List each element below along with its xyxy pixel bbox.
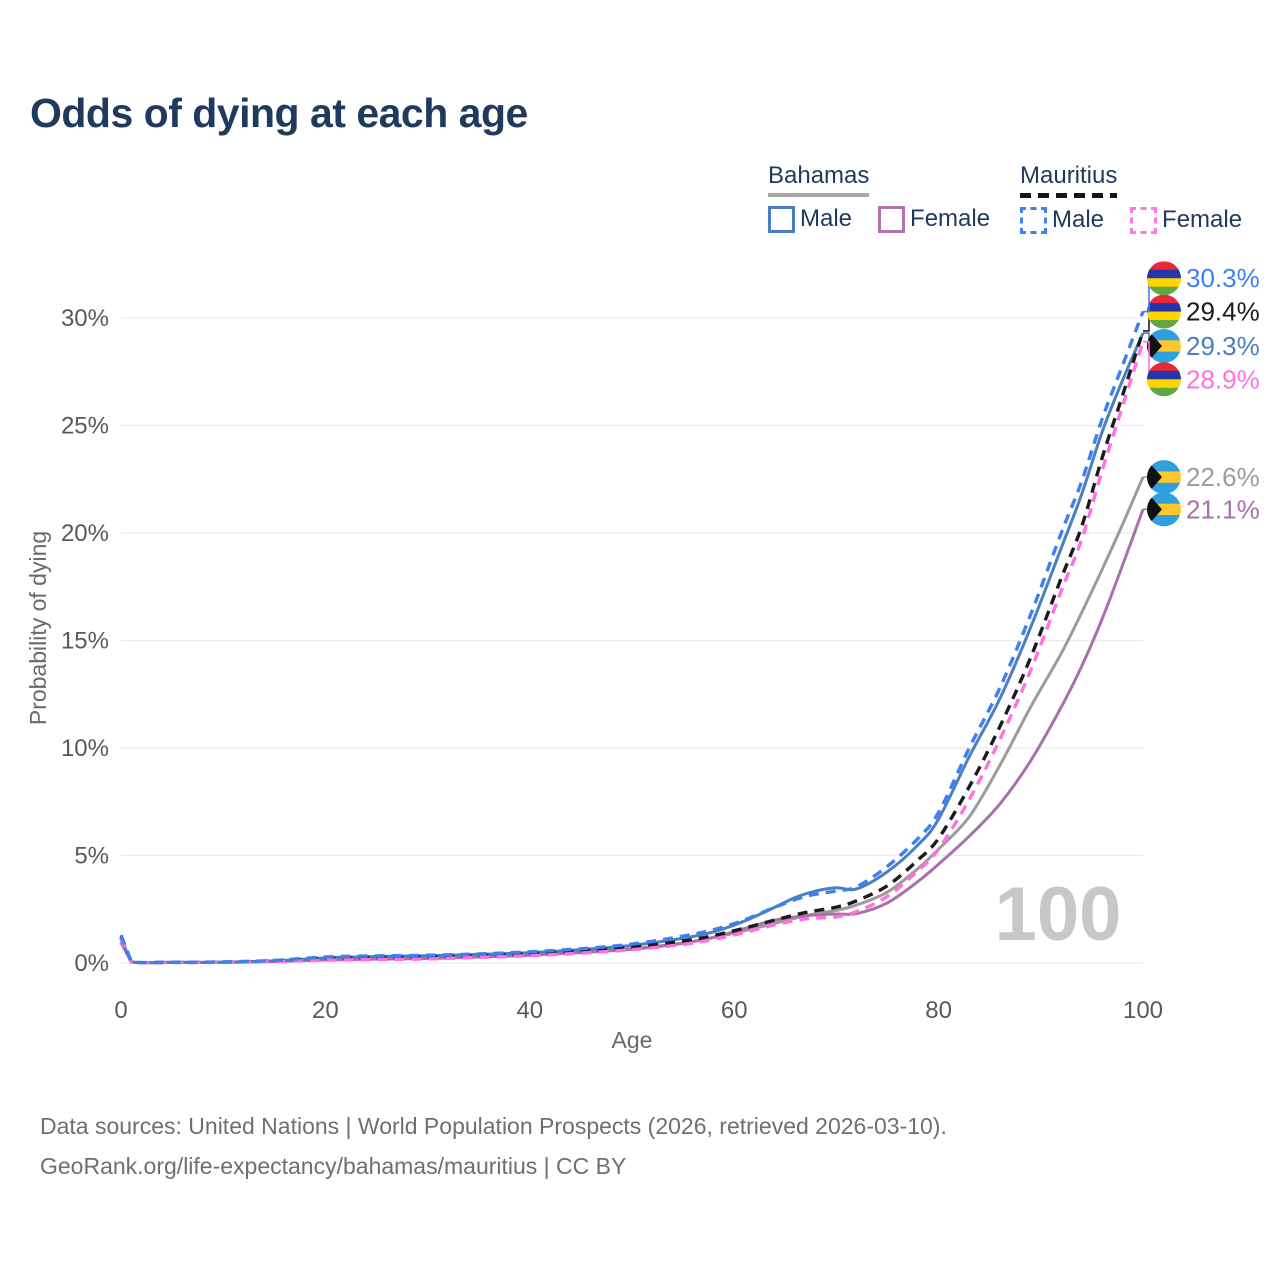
legend-item-bahamas-male: Male [768, 205, 852, 233]
legend-header-bahamas: Bahamas [768, 162, 870, 197]
legend-item-label: Male [1052, 206, 1105, 233]
legend-header-mauritius: Mauritius [1020, 162, 1118, 198]
flag-stripe [1147, 471, 1181, 484]
footer: Data sources: United Nations | World Pop… [40, 1106, 947, 1186]
y-tick-label: 10% [61, 735, 109, 762]
flag-chevron [1147, 460, 1162, 495]
end-value-label: 29.4% [1186, 297, 1260, 327]
end-value-label: 28.9% [1186, 364, 1260, 394]
data-sources-line: Data sources: United Nations | World Pop… [40, 1113, 947, 1139]
x-tick-label: 0 [114, 997, 127, 1024]
flag-stripe [1147, 278, 1181, 288]
flag-stripe [1147, 320, 1181, 329]
legend-swatch-icon [1020, 206, 1047, 234]
legend-line-sample-solid [768, 193, 870, 197]
series-line-bahamas-female [119, 508, 1145, 965]
flag-icon-bahamas [1147, 328, 1181, 363]
series-line-mauritius-male [119, 310, 1145, 965]
x-tick-label: 60 [721, 997, 748, 1024]
flag-stripe [1147, 261, 1181, 271]
flag-icon-bahamas [1147, 460, 1181, 495]
flag-stripe [1147, 379, 1181, 389]
flag-chevron [1147, 328, 1162, 363]
age-watermark: 100 [995, 872, 1122, 957]
y-tick-label: 5% [74, 843, 109, 870]
flag-stripe [1147, 370, 1181, 380]
y-tick-label: 25% [61, 413, 109, 440]
series-line-bahamas-male [119, 332, 1145, 965]
legend-swatch-icon [878, 205, 906, 233]
flag-stripe [1147, 303, 1181, 313]
page-title: Odds of dying at each age [30, 90, 528, 136]
legend-item-label: Female [910, 205, 991, 232]
series-line-mauritius-total [119, 330, 1145, 965]
flag-stripe [1147, 387, 1181, 397]
flag-icon-mauritius [1147, 261, 1181, 296]
flag-stripe [1147, 269, 1181, 279]
legend-group-mauritius: Mauritius Male Female [1020, 162, 1242, 234]
legend-swatch-icon [1130, 206, 1158, 234]
legend-line-sample-dashed [1020, 193, 1118, 198]
legend-row-mauritius: Male Female [1020, 206, 1242, 234]
y-axis-title: Probability of dying [25, 531, 51, 725]
legend-row-bahamas: Male Female [768, 205, 990, 233]
series-line-mauritius-female [119, 341, 1145, 965]
flag-stripe [1147, 340, 1181, 353]
legend-country-label: Bahamas [768, 162, 870, 189]
y-tick-label: 0% [74, 950, 109, 977]
flag-stripe [1147, 515, 1181, 527]
flag-stripe [1147, 460, 1181, 472]
end-value-label: 21.1% [1186, 494, 1260, 524]
flag-stripe [1147, 492, 1181, 505]
legend-item-label: Male [800, 205, 853, 232]
flag-icon-mauritius [1147, 294, 1181, 329]
attribution-line: GeoRank.org/life-expectancy/bahamas/maur… [40, 1153, 627, 1179]
flag-stripe [1147, 328, 1181, 341]
flag-stripe [1147, 362, 1181, 372]
y-tick-label: 30% [61, 305, 109, 332]
end-value-label: 30.3% [1186, 263, 1260, 293]
flag-chevron [1147, 492, 1162, 527]
legend-swatch-icon [768, 205, 795, 233]
x-axis-title: Age [612, 1027, 653, 1053]
flag-icon-mauritius [1147, 362, 1181, 397]
legend-item-label: Female [1162, 206, 1243, 233]
legend-group-bahamas: Bahamas Male Female [768, 162, 990, 233]
flag-stripe [1147, 482, 1181, 495]
flag-stripe [1147, 503, 1181, 516]
flag-stripe [1147, 351, 1181, 363]
legend-item-mauritius-female: Female [1130, 206, 1242, 234]
y-tick-label: 20% [61, 520, 109, 547]
legend-item-mauritius-male: Male [1020, 206, 1104, 234]
x-tick-label: 20 [312, 997, 339, 1024]
x-tick-label: 100 [1123, 997, 1163, 1024]
end-value-label: 22.6% [1186, 462, 1260, 492]
x-tick-label: 80 [925, 997, 952, 1024]
legend-country-label: Mauritius [1020, 162, 1118, 189]
legend-item-bahamas-female: Female [878, 205, 990, 233]
flag-icon-bahamas [1147, 492, 1181, 527]
x-tick-label: 40 [516, 997, 543, 1024]
y-tick-label: 15% [61, 628, 109, 655]
flag-stripe [1147, 286, 1181, 296]
flag-stripe [1147, 294, 1181, 304]
end-value-label: 29.3% [1186, 331, 1260, 361]
flag-stripe [1147, 311, 1181, 321]
